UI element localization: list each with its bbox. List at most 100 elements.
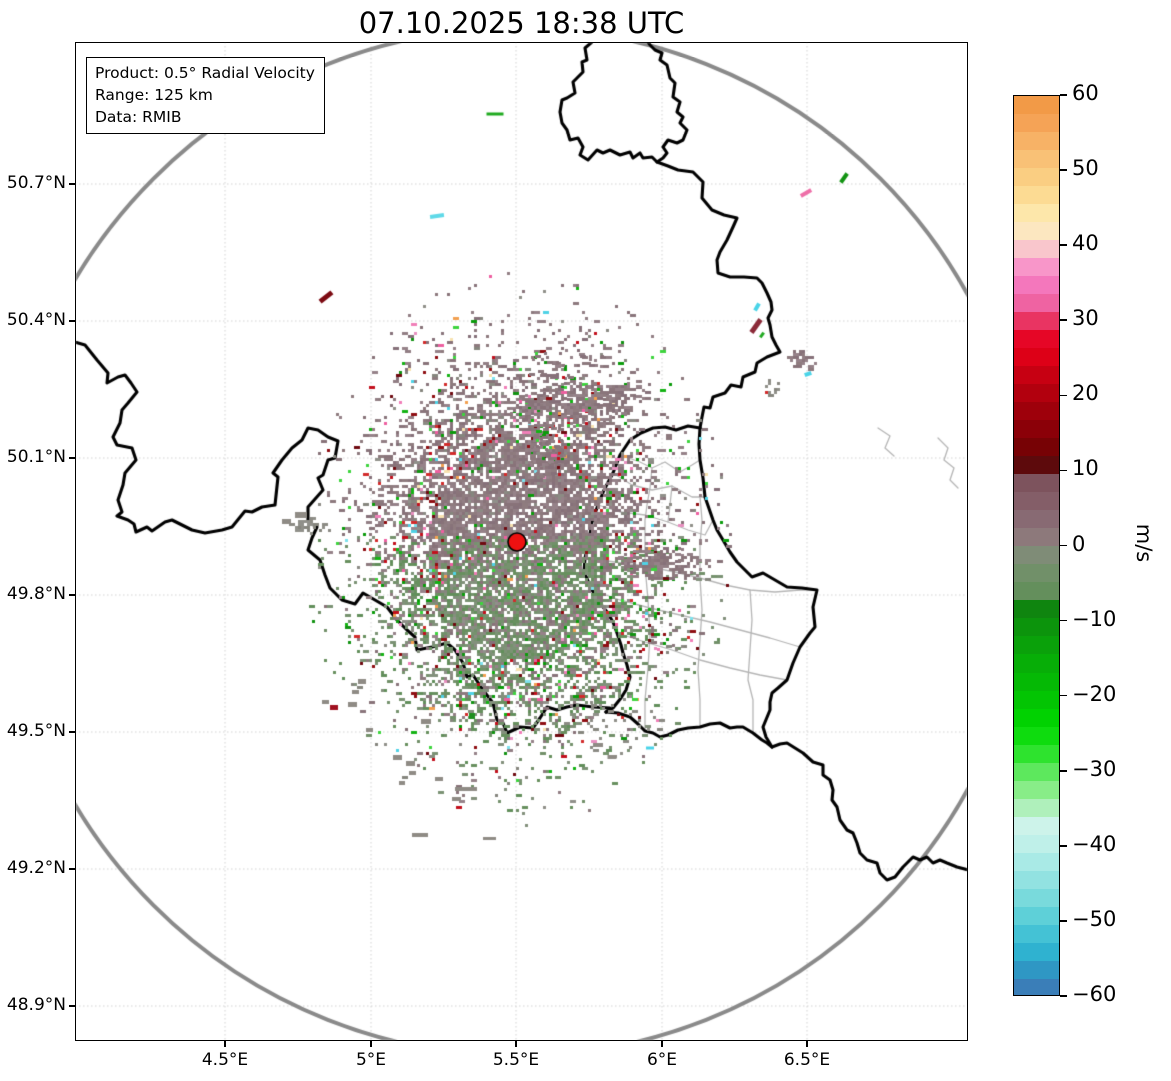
colorbar-band <box>1014 240 1059 259</box>
colorbar-band <box>1014 780 1059 799</box>
colorbar-tick-mark <box>1060 169 1067 171</box>
colorbar-tick-label: −60 <box>1072 982 1117 1006</box>
radar-map-canvas <box>75 42 968 1041</box>
colorbar-tick-label: −20 <box>1072 681 1117 706</box>
colorbar-tick-mark <box>1060 694 1067 697</box>
colorbar-tick-mark <box>1060 244 1067 246</box>
colorbar-tick-mark <box>1060 920 1067 922</box>
colorbar-band <box>1014 294 1059 313</box>
colorbar-band <box>1014 402 1059 421</box>
y-tick-label: 50.7°N <box>6 173 66 193</box>
colorbar-band <box>1014 654 1059 673</box>
y-tick-mark <box>69 457 75 459</box>
colorbar-band <box>1014 168 1059 187</box>
colorbar-tick-label: −30 <box>1072 756 1117 781</box>
colorbar-band <box>1014 258 1059 277</box>
colorbar-band <box>1014 582 1059 601</box>
velocity-colorbar <box>1013 95 1060 996</box>
colorbar-band <box>1014 420 1059 439</box>
colorbar-band <box>1014 510 1059 529</box>
x-tick-label: 4.5°E <box>201 1050 249 1070</box>
x-tick-mark <box>661 1041 663 1047</box>
colorbar-band <box>1014 942 1059 961</box>
colorbar-tick-label: −10 <box>1072 606 1117 631</box>
colorbar-band <box>1014 204 1059 223</box>
colorbar-band <box>1014 114 1059 133</box>
colorbar-band <box>1014 348 1059 367</box>
colorbar-band <box>1014 600 1059 619</box>
colorbar-band <box>1014 618 1059 637</box>
colorbar-band <box>1014 762 1059 781</box>
y-tick-mark <box>69 731 75 733</box>
colorbar-band <box>1014 906 1059 925</box>
colorbar-tick-label: 40 <box>1072 231 1099 256</box>
range-line: Range: 125 km <box>95 86 213 104</box>
colorbar-band <box>1014 330 1059 349</box>
x-tick-label: 6°E <box>646 1050 678 1070</box>
colorbar-band <box>1014 186 1059 205</box>
colorbar-band <box>1014 366 1059 385</box>
colorbar-tick-mark <box>1060 394 1067 397</box>
colorbar-tick-mark <box>1060 544 1067 547</box>
colorbar-band <box>1014 132 1059 151</box>
colorbar-band <box>1014 456 1059 475</box>
colorbar-band <box>1014 708 1059 727</box>
x-tick-mark <box>806 1041 808 1047</box>
y-tick-mark <box>69 1005 75 1007</box>
colorbar-tick-mark <box>1060 995 1067 997</box>
y-tick-mark <box>69 594 75 596</box>
colorbar-band <box>1014 96 1059 115</box>
colorbar-tick-label: 10 <box>1072 456 1099 481</box>
y-tick-label: 50.4°N <box>6 310 66 330</box>
colorbar-band <box>1014 438 1059 457</box>
colorbar-band <box>1014 744 1059 763</box>
y-tick-label: 49.5°N <box>6 721 66 741</box>
colorbar-tick-label: −40 <box>1072 831 1117 856</box>
colorbar-band <box>1014 870 1059 889</box>
colorbar-band <box>1014 312 1059 331</box>
colorbar-band <box>1014 960 1059 979</box>
y-tick-label: 49.8°N <box>6 584 66 604</box>
colorbar-band <box>1014 852 1059 871</box>
colorbar-tick-label: 50 <box>1072 156 1099 181</box>
colorbar-tick-label: 20 <box>1072 381 1099 406</box>
colorbar-tick-mark <box>1060 319 1067 322</box>
y-tick-mark <box>69 868 75 870</box>
colorbar-band <box>1014 726 1059 745</box>
colorbar-band <box>1014 150 1059 169</box>
product-line: Product: 0.5° Radial Velocity <box>95 64 315 82</box>
figure-title: 07.10.2025 18:38 UTC <box>358 6 685 40</box>
colorbar-band <box>1014 474 1059 493</box>
colorbar-unit-label: m/s <box>1132 523 1157 562</box>
colorbar-tick-label: 30 <box>1072 306 1099 331</box>
colorbar-band <box>1014 672 1059 691</box>
y-tick-label: 48.9°N <box>6 995 66 1015</box>
data-source-line: Data: RMIB <box>95 108 182 126</box>
colorbar-band <box>1014 924 1059 943</box>
colorbar-tick-label: 60 <box>1072 81 1099 105</box>
x-tick-label: 6.5°E <box>783 1050 831 1070</box>
x-tick-mark <box>224 1041 226 1047</box>
colorbar-tick-mark <box>1060 469 1067 472</box>
colorbar-band <box>1014 384 1059 403</box>
colorbar-band <box>1014 636 1059 655</box>
y-tick-mark <box>69 320 75 322</box>
colorbar-band <box>1014 888 1059 907</box>
colorbar-tick-mark <box>1060 769 1067 772</box>
x-tick-mark <box>370 1041 372 1047</box>
x-tick-label: 5.5°E <box>492 1050 540 1070</box>
x-tick-label: 5°E <box>355 1050 387 1070</box>
colorbar-tick-label: −50 <box>1072 906 1117 931</box>
colorbar-band <box>1014 978 1059 995</box>
colorbar-band <box>1014 834 1059 853</box>
colorbar-band <box>1014 492 1059 511</box>
colorbar-band <box>1014 276 1059 295</box>
colorbar-band <box>1014 222 1059 241</box>
product-info-box: Product: 0.5° Radial Velocity Range: 125… <box>86 57 325 134</box>
colorbar-band <box>1014 546 1059 565</box>
colorbar-band <box>1014 816 1059 835</box>
colorbar-band <box>1014 798 1059 817</box>
y-tick-label: 50.1°N <box>6 447 66 467</box>
colorbar-tick-mark <box>1060 94 1067 96</box>
